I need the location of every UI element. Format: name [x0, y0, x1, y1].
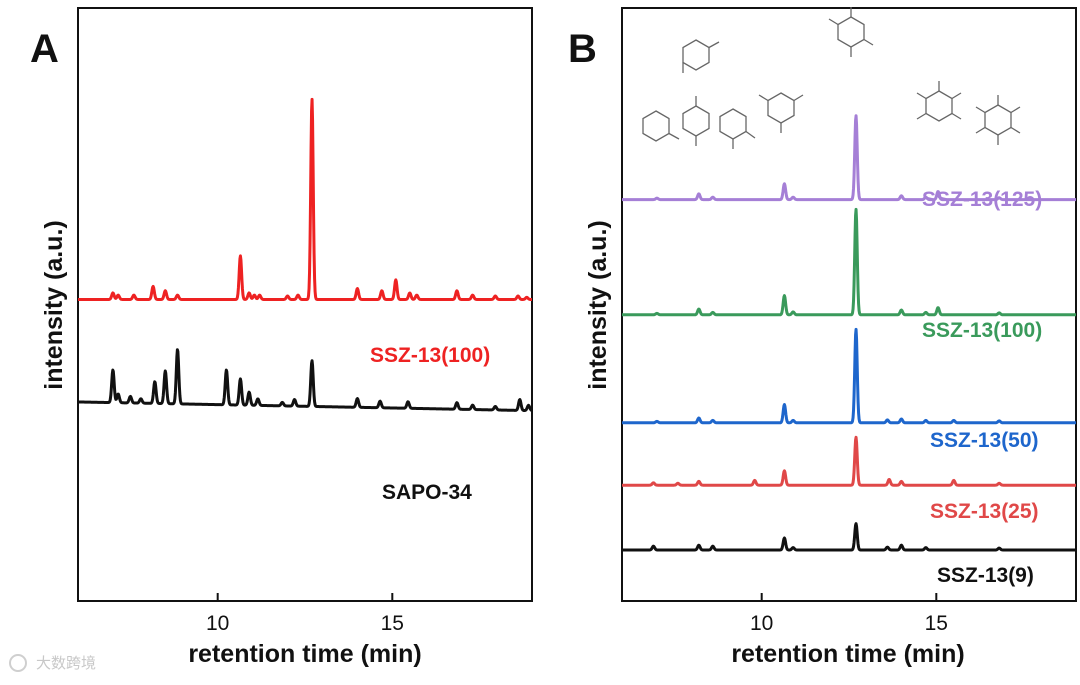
panel-b-series-line-4	[621, 435, 1077, 487]
panel-a-series-line-1	[77, 97, 533, 301]
panel-b-letter: B	[568, 27, 597, 71]
watermark-text: 大数跨境	[36, 654, 96, 672]
hexamethylbenzene-icon	[975, 95, 1021, 145]
xylene-icon	[719, 108, 756, 149]
trimethylbenzene-icon	[758, 92, 804, 133]
panel-b-frame	[621, 7, 1077, 602]
panel-a-series-label-ssz13-100: SSZ-13(100)	[370, 344, 490, 367]
panel-b-y-axis-label: intensity (a.u.)	[584, 220, 612, 389]
toluene-icon	[642, 110, 680, 142]
panel-b-series-line-1	[621, 114, 1077, 202]
panel-b-series-label-ssz13-9: SSZ-13(9)	[937, 564, 1034, 587]
panel-b-series-label-ssz13-100: SSZ-13(100)	[922, 319, 1042, 342]
panel-a-plot-area	[77, 97, 533, 412]
panel-a-letter: A	[30, 27, 59, 71]
panel-b-series-line-5	[621, 522, 1077, 552]
panel-a-xtick-label-15: 15	[381, 612, 404, 635]
panel-b-series-label-ssz13-25: SSZ-13(25)	[930, 500, 1039, 523]
panel-a-series-line-2	[77, 348, 533, 412]
watermark: 大数跨境	[9, 654, 96, 672]
panel-a-xtick-label-10: 10	[206, 612, 229, 635]
panel-b: B 10 15 retention time (min) intensity (…	[568, 7, 1077, 668]
xylene-icon	[682, 39, 720, 73]
panel-a-y-axis-label: intensity (a.u.)	[40, 220, 68, 389]
tetramethylbenzene-icon	[828, 7, 874, 57]
xylene-icon	[682, 96, 710, 146]
panel-b-xtick-label-15: 15	[925, 612, 948, 635]
panel-b-series-label-ssz13-50: SSZ-13(50)	[930, 429, 1039, 452]
panel-a-frame	[77, 7, 533, 602]
structure-icons	[642, 7, 1021, 149]
panel-b-xtick-label-10: 10	[750, 612, 773, 635]
panel-b-plot-area	[621, 114, 1077, 552]
panel-a-series-label-sapo34: SAPO-34	[382, 481, 472, 504]
panel-a: A 10 15 retention time (min) intensity (…	[30, 7, 533, 668]
panel-b-series-label-ssz13-125: SSZ-13(125)	[922, 188, 1042, 211]
panel-a-x-axis-label: retention time (min)	[188, 640, 421, 668]
panel-b-x-axis-label: retention time (min)	[731, 640, 964, 668]
panel-b-series-line-3	[621, 327, 1077, 425]
panel-b-series-line-2	[621, 207, 1077, 317]
pentamethylbenzene-icon	[916, 81, 962, 122]
watermark-logo-icon	[9, 654, 27, 672]
